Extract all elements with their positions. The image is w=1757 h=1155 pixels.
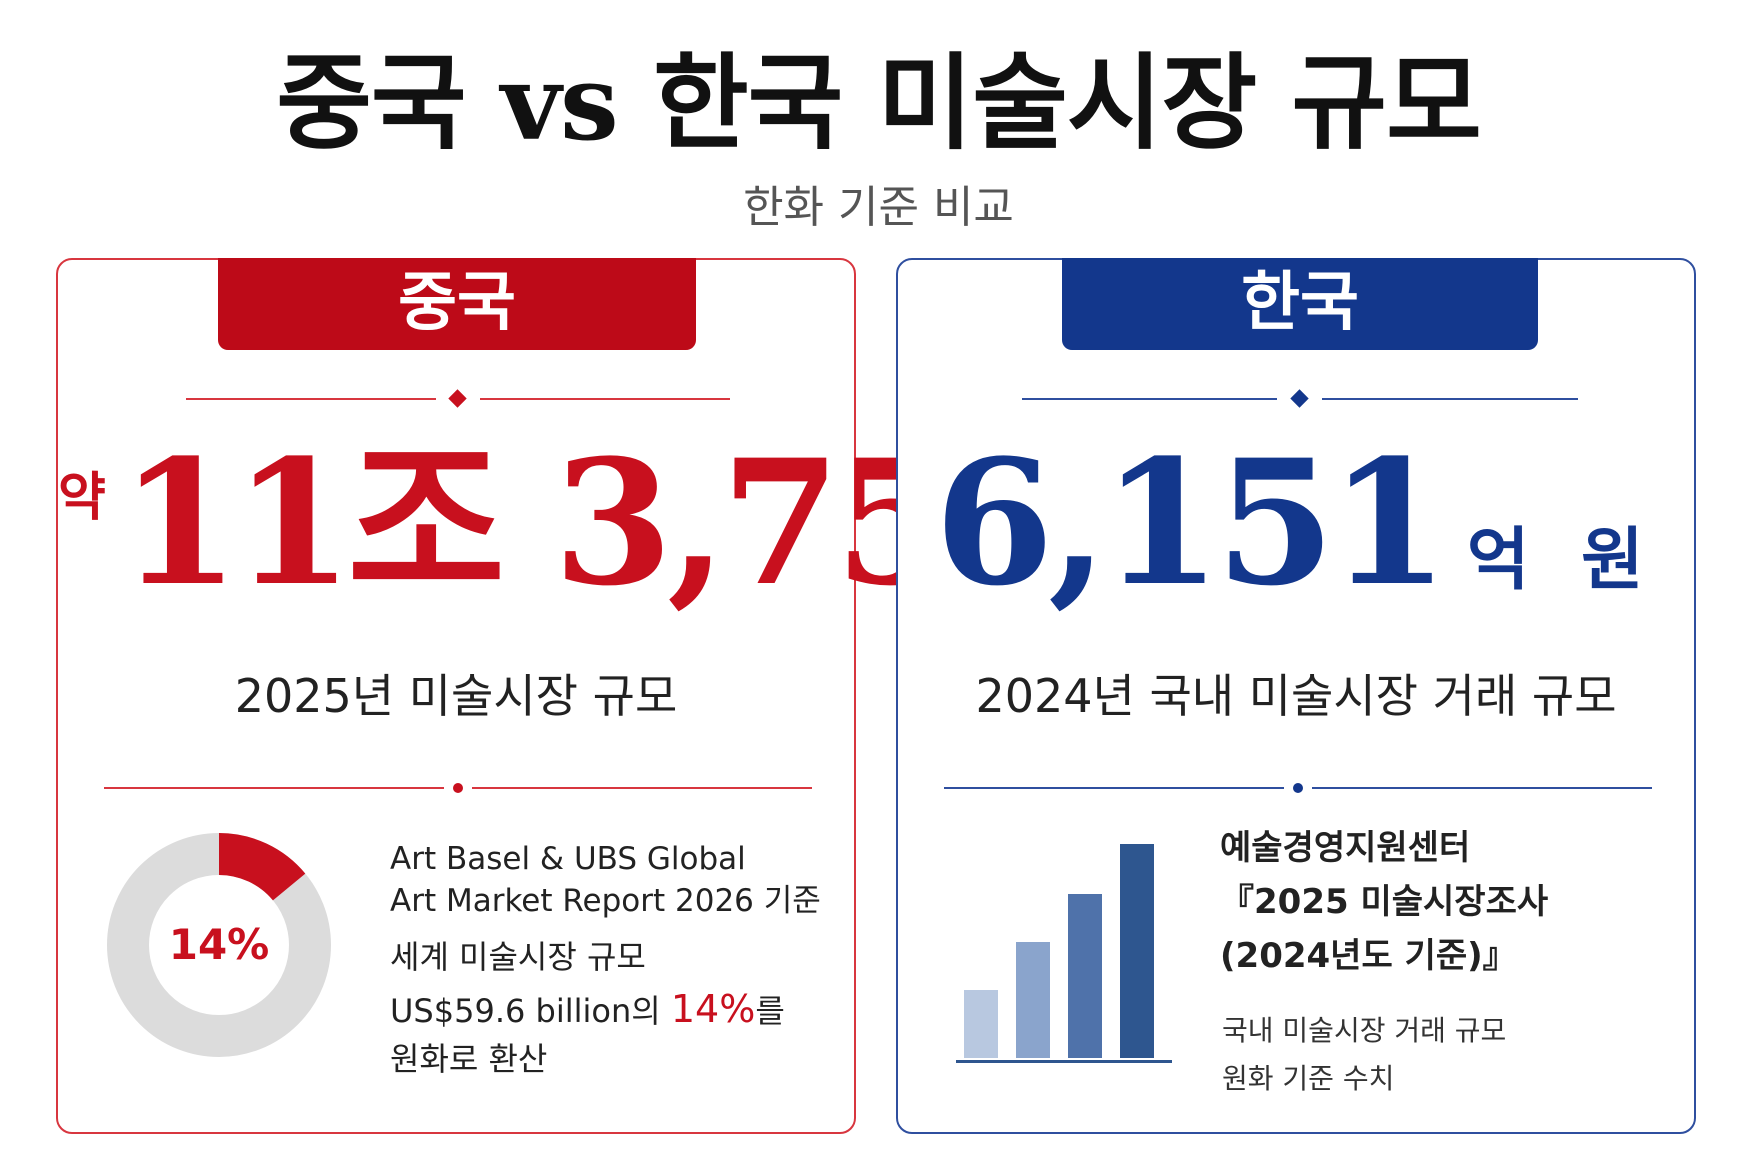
page-title: 중국 vs 한국 미술시장 규모 [276,41,1482,164]
page-subtitle: 한화 기준 비교 [743,182,1014,233]
china-note-line2-suffix: 를 [755,992,785,1030]
korea-tab: 한국 [1062,258,1538,350]
china-note-line3: 원화로 환산 [390,1040,548,1078]
bar-icon-1 [964,990,998,1058]
bar-chart-icon [956,844,1172,1063]
china-top-divider [186,389,730,409]
china-description: 2025년 미술시장 규모 [234,669,678,723]
china-share-label: 14% [168,920,270,969]
china-source-line1: Art Basel & UBS Global [390,841,746,877]
dot-icon [453,783,463,793]
korea-description: 2024년 국내 미술시장 거래 규모 [975,669,1617,723]
china-bottom-divider [104,778,812,798]
china-note-line2-text: US$59.6 billion의 [390,992,671,1030]
china-amount-prefix: 약 [58,467,106,528]
korea-top-divider [1022,389,1578,409]
diamond-icon [1290,389,1309,408]
korea-source-line2: 『2025 미술시장조사 [1220,882,1549,922]
bar-icon-4 [1120,844,1154,1058]
china-tab: 중국 [218,258,696,350]
bar-icon-2 [1016,942,1050,1058]
bar-icon-3 [1068,894,1102,1058]
donut-share-slice [218,833,306,901]
korea-amount: 6,151 억 원 [898,428,1694,618]
korea-note-line2: 원화 기준 수치 [1222,1062,1395,1095]
korea-bottom-divider [944,778,1652,798]
korea-amount-unit: 억 원 [1466,520,1658,600]
china-note-highlight: 14% [670,987,756,1031]
korea-note-line1: 국내 미술시장 거래 규모 [1222,1014,1507,1047]
diamond-icon [448,389,467,408]
korea-card: 한국 6,151 억 원 2024년 국내 미술시장 거래 규모 예술경영지원센터… [896,258,1696,1134]
china-amount: 약11조 3,753억 원 [58,428,1211,618]
korea-source-line1: 예술경영지원센터 [1220,828,1471,868]
china-source-line2: Art Market Report 2026 기준 [390,883,821,919]
korea-amount-number: 6,151 [934,421,1449,624]
korea-source-line3: (2024년도 기준)』 [1220,936,1517,976]
bar-icon-baseline [956,1060,1172,1063]
china-note-line2: US$59.6 billion의 14%를 [390,988,785,1032]
china-note-line1: 세계 미술시장 규모 [390,938,646,976]
china-card: 중국 약11조 3,753억 원 2025년 미술시장 규모 14% Art B… [56,258,1211,1134]
china-share-donut-chart [107,833,331,1057]
dot-icon [1293,783,1303,793]
